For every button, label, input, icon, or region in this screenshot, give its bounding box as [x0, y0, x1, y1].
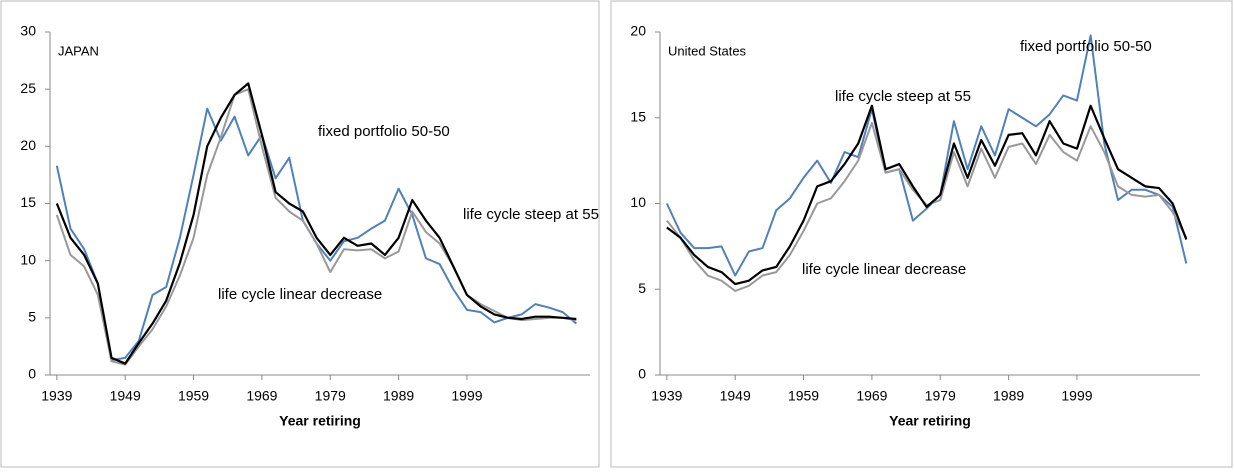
annotation: life cycle steep at 55 — [835, 88, 971, 105]
x-tick-label: 1979 — [315, 388, 346, 404]
annotation: life cycle linear decrease — [218, 286, 382, 303]
y-tick-label: 10 — [20, 251, 36, 267]
x-tick-label: 1989 — [993, 388, 1024, 404]
y-tick-label: 0 — [638, 366, 646, 382]
annotation: fixed portfolio 50-50 — [1020, 38, 1152, 55]
annotation: United States — [668, 43, 747, 58]
series-line — [55, 107, 577, 362]
x-tick-label: 1949 — [110, 388, 141, 404]
annotation: JAPAN — [58, 43, 99, 58]
x-tick-label: 1999 — [1061, 388, 1092, 404]
x-tick-label: 1999 — [451, 388, 482, 404]
y-tick-label: 25 — [20, 80, 36, 96]
x-tick-label: 1949 — [720, 388, 751, 404]
x-tick-label: 1939 — [41, 388, 72, 404]
y-tick-label: 30 — [20, 23, 36, 39]
x-tick-label: 1959 — [788, 388, 819, 404]
y-tick-label: 15 — [630, 108, 646, 124]
x-tick-label: 1989 — [383, 388, 414, 404]
y-tick-label: 20 — [20, 137, 36, 153]
x-tick-label: 1969 — [246, 388, 277, 404]
x-tick-label: 1939 — [651, 388, 682, 404]
x-tick-label: 1979 — [925, 388, 956, 404]
y-tick-label: 0 — [28, 366, 36, 382]
series-line — [666, 104, 1188, 286]
series-line — [55, 82, 577, 365]
panel-border — [0, 0, 600, 468]
y-tick-label: 5 — [28, 309, 36, 325]
annotation: life cycle linear decrease — [802, 261, 966, 278]
y-tick-label: 15 — [20, 194, 36, 210]
annotation: fixed portfolio 50-50 — [318, 123, 450, 140]
annotation: life cycle steep at 55 — [463, 206, 599, 223]
x-axis-label: Year retiring — [889, 413, 971, 429]
y-tick-label: 5 — [638, 280, 646, 296]
x-tick-label: 1959 — [178, 388, 209, 404]
y-tick-label: 10 — [630, 194, 646, 210]
y-tick-label: 20 — [630, 23, 646, 39]
x-axis-label: Year retiring — [279, 413, 361, 429]
series-line — [55, 88, 577, 366]
panel-border — [610, 0, 1233, 468]
x-tick-label: 1969 — [856, 388, 887, 404]
series-line — [665, 34, 1188, 277]
